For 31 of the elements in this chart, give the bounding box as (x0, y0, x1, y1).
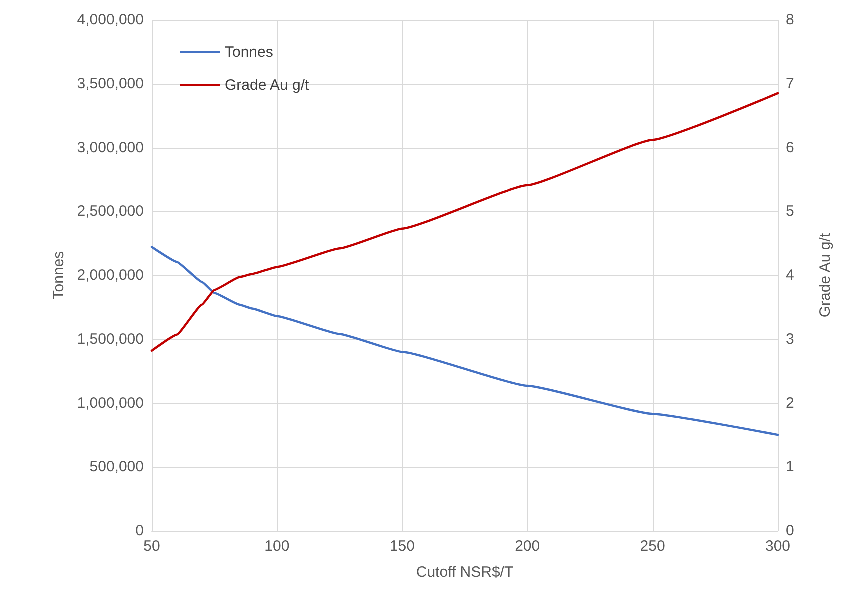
x-tick-label: 50 (144, 538, 160, 555)
x-tick-label: 200 (515, 538, 540, 555)
x-tick-label: 300 (765, 538, 791, 555)
y2-axis-title: Grade Au g/t (817, 232, 834, 318)
y-axis-title: Tonnes (50, 251, 68, 300)
x-tick-label: 250 (640, 538, 666, 555)
y2-tick-label: 4 (786, 267, 794, 284)
x-tick-label: 100 (264, 538, 290, 555)
x-tick-label: 150 (390, 538, 415, 555)
y2-tick-label: 7 (786, 75, 794, 92)
y-tick-label: 1,000,000 (77, 394, 144, 412)
y-tick-label: 3,500,000 (77, 75, 144, 92)
y2-tick-label: 6 (786, 139, 794, 156)
y-tick-label: 2,000,000 (77, 267, 144, 284)
y2-tick-label: 1 (786, 458, 794, 476)
y-tick-label: 2,500,000 (77, 203, 144, 220)
y2-tick-label: 2 (786, 394, 794, 412)
line-series (150, 92, 780, 352)
x-axis-title: Cutoff NSR$/T (416, 564, 514, 581)
legend-label: Tonnes (225, 44, 274, 61)
line-series (150, 246, 780, 436)
legend-label: Grade Au g/t (225, 77, 310, 94)
y2-tick-label: 5 (786, 203, 794, 220)
y-tick-label: 4,000,000 (77, 12, 144, 28)
y2-tick-label: 8 (786, 12, 794, 28)
y2-tick-label: 0 (786, 522, 794, 540)
y-tick-label: 0 (136, 522, 144, 540)
y-tick-label: 3,000,000 (77, 139, 144, 156)
y2-tick-label: 3 (786, 330, 794, 348)
y-tick-label: 1,500,000 (77, 330, 144, 348)
y-tick-label: 500,000 (90, 458, 144, 476)
